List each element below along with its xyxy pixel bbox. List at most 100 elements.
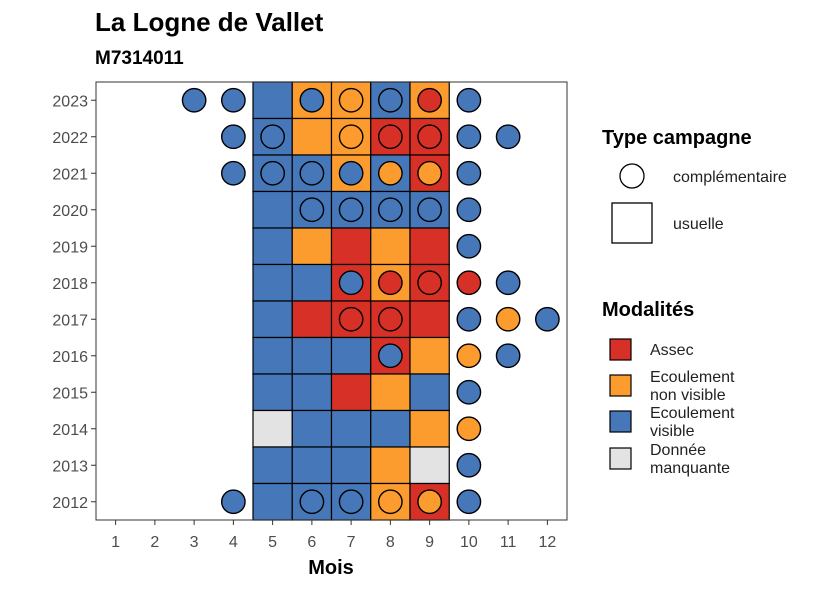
data-point [299, 197, 325, 223]
data-point [456, 343, 482, 369]
y-tick-label: 2012 [52, 495, 88, 512]
data-point [220, 124, 246, 150]
y-axis: 2012 2013 2014 2015 2016 2017 2018 2019 2020 2021… [52, 93, 96, 512]
data-point [456, 87, 482, 113]
data-point [338, 489, 364, 515]
data-point [377, 197, 403, 223]
heatmap-cell [330, 373, 372, 412]
x-tick-label: 9 [425, 534, 434, 551]
legend-swatch [609, 410, 632, 433]
x-tick-label: 7 [347, 534, 356, 551]
data-point [456, 489, 482, 515]
heatmap-cell [409, 227, 450, 266]
data-point [220, 87, 246, 113]
data-point [417, 87, 443, 113]
data-point [417, 270, 443, 296]
legend-modalite-label: Donnée [650, 442, 706, 459]
data-point [377, 343, 403, 369]
heatmap-cell [252, 446, 293, 485]
heatmap-cell [370, 409, 411, 448]
y-tick-label: 2017 [52, 312, 88, 329]
legend-square-key [611, 202, 653, 244]
heatmap-cell [370, 373, 411, 412]
y-tick-label: 2020 [52, 203, 88, 220]
plot-area [95, 81, 568, 521]
x-axis-title: Mois [308, 557, 354, 579]
y-tick-label: 2014 [52, 422, 88, 439]
y-tick-label: 2023 [52, 93, 88, 110]
data-point [338, 124, 364, 150]
heatmap-cell [330, 409, 372, 448]
heatmap-cell [291, 227, 333, 266]
data-point [377, 124, 403, 150]
data-point [220, 160, 246, 186]
legend-swatch [609, 338, 632, 361]
data-point [456, 270, 482, 296]
data-point [417, 489, 443, 515]
data-point [377, 87, 403, 113]
heatmap-cell [252, 227, 293, 266]
x-tick-label: 8 [386, 534, 395, 551]
data-point [220, 489, 246, 515]
y-tick-label: 2022 [52, 130, 88, 147]
x-tick-label: 3 [190, 534, 199, 551]
heatmap-cell [330, 336, 372, 375]
data-point [456, 452, 482, 478]
data-point [338, 197, 364, 223]
heatmap-cell [252, 263, 293, 302]
data-point [495, 343, 521, 369]
heatmap-cell [252, 482, 293, 521]
x-tick-label: 2 [150, 534, 159, 551]
y-tick-label: 2018 [52, 276, 88, 293]
heatmap-cell [370, 446, 411, 485]
data-point [377, 160, 403, 186]
data-point [377, 489, 403, 515]
y-tick-label: 2016 [52, 349, 88, 366]
data-point [299, 160, 325, 186]
legend-modalite-label: manquante [650, 460, 730, 477]
heatmap-cell [252, 190, 293, 229]
heatmap-cell [330, 446, 372, 485]
x-tick-label: 11 [500, 534, 517, 551]
heatmap-cell [409, 300, 450, 339]
heatmap-cell [291, 117, 333, 156]
heatmap-cell [291, 300, 333, 339]
x-tick-label: 10 [460, 534, 478, 551]
data-point [260, 124, 286, 150]
heatmap-cell [409, 336, 450, 375]
x-tick-label: 4 [229, 534, 238, 551]
data-point [456, 160, 482, 186]
x-axis: 1 2 3 4 5 6 7 8 9 10 11 12 [111, 520, 556, 551]
heatmap-cell [291, 336, 333, 375]
data-point [299, 489, 325, 515]
legend-modalite-label: visible [650, 423, 695, 440]
heatmap-cell [252, 373, 293, 412]
heatmap-cell [291, 446, 333, 485]
data-point [456, 233, 482, 259]
x-tick-label: 1 [111, 534, 120, 551]
legend-modalites-title: Modalités [602, 299, 694, 321]
data-point [456, 197, 482, 223]
legend-swatch [609, 374, 632, 397]
y-tick-label: 2015 [52, 385, 88, 402]
data-point [417, 160, 443, 186]
x-tick-label: 6 [307, 534, 316, 551]
heatmap-cell [409, 373, 450, 412]
data-point [417, 197, 443, 223]
heatmap-cell [291, 263, 333, 302]
data-point [338, 270, 364, 296]
legend-campaign-title: Type campagne [602, 127, 752, 149]
x-tick-label: 5 [268, 534, 277, 551]
data-point [338, 306, 364, 332]
legend-circle-key [619, 163, 645, 189]
heatmap-cell [409, 409, 450, 448]
legend-modalite-label: Assec [650, 342, 694, 359]
legend-swatch [609, 447, 632, 470]
data-point [338, 160, 364, 186]
chart-title: La Logne de Vallet [95, 7, 324, 37]
heatmap-cell [252, 81, 293, 120]
heatmap-cell [252, 336, 293, 375]
data-point [299, 87, 325, 113]
